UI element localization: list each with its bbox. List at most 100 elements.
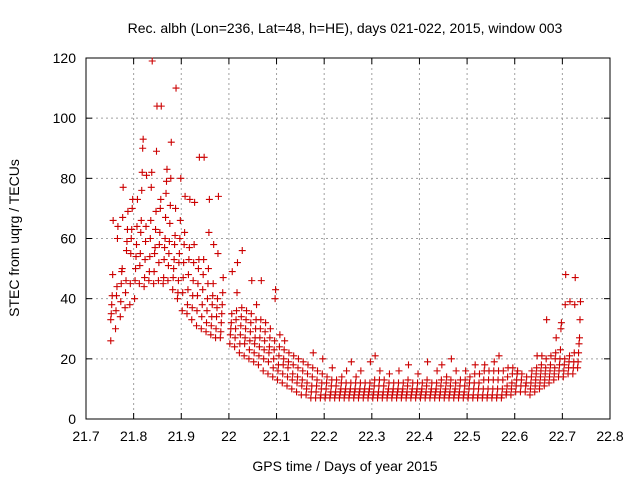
data-point [452, 367, 460, 375]
data-point [128, 204, 136, 212]
data-point [135, 280, 143, 288]
data-point [171, 231, 179, 239]
data-point [280, 355, 288, 363]
data-point [318, 370, 326, 378]
data-point [414, 370, 422, 378]
data-point [132, 265, 140, 273]
data-point [322, 385, 330, 393]
data-point [241, 340, 249, 348]
data-point [338, 373, 346, 381]
data-point [399, 385, 407, 393]
data-point [343, 367, 351, 375]
data-point [213, 295, 221, 303]
data-point [228, 268, 236, 276]
data-point [150, 280, 158, 288]
data-point [174, 277, 182, 285]
data-point [566, 352, 574, 360]
data-point [475, 370, 483, 378]
data-point [169, 274, 177, 282]
data-point [552, 334, 560, 342]
data-point [219, 289, 227, 297]
data-point [243, 307, 251, 315]
data-point [261, 328, 269, 336]
data-point [294, 373, 302, 381]
data-point [122, 277, 130, 285]
data-point [537, 367, 545, 375]
data-point [284, 358, 292, 366]
data-point [132, 253, 140, 261]
data-point [270, 355, 278, 363]
data-point [514, 367, 522, 375]
data-point [112, 307, 120, 315]
data-point [231, 343, 239, 351]
y-tick-label: 60 [60, 231, 76, 247]
data-point [547, 352, 555, 360]
data-point [299, 367, 307, 375]
data-point [552, 349, 560, 357]
data-point [163, 177, 171, 185]
data-point [347, 358, 355, 366]
data-point [183, 301, 191, 309]
data-point [284, 373, 292, 381]
data-point [113, 235, 121, 242]
data-point [155, 259, 163, 267]
data-point [181, 192, 189, 200]
data-point [128, 225, 136, 233]
data-point [255, 343, 263, 351]
data-point [173, 295, 181, 303]
data-point [142, 222, 150, 230]
data-point [242, 325, 250, 333]
data-point [199, 286, 207, 294]
data-point [302, 391, 310, 399]
data-point [147, 216, 155, 224]
data-point [366, 379, 374, 387]
data-point [556, 346, 564, 354]
data-point [175, 250, 183, 258]
data-point [167, 138, 175, 146]
data-point [508, 379, 516, 387]
data-point [197, 325, 205, 333]
data-point [503, 388, 511, 396]
data-point [141, 274, 149, 282]
data-point [446, 382, 454, 390]
data-point [153, 147, 161, 155]
data-point [256, 325, 264, 333]
data-point [203, 319, 211, 327]
data-point [395, 367, 403, 375]
x-tick-label: 22.2 [311, 428, 338, 444]
data-point [259, 367, 267, 375]
data-point [137, 216, 145, 224]
data-point [114, 222, 122, 230]
data-point [116, 313, 124, 321]
data-point [236, 331, 244, 339]
data-point [233, 307, 241, 315]
axes [85, 57, 611, 420]
data-point [198, 301, 206, 309]
data-point [546, 367, 554, 375]
data-point [203, 295, 211, 303]
data-point [499, 376, 507, 384]
data-point [132, 241, 140, 249]
data-point [122, 247, 130, 255]
y-axis-label: STEC from uqrg / TECUs [6, 159, 22, 317]
data-point [126, 280, 134, 288]
data-point [461, 382, 469, 390]
data-point [451, 385, 459, 393]
data-point [314, 367, 322, 375]
data-point [151, 244, 159, 252]
data-point [266, 325, 274, 333]
data-point [542, 364, 550, 372]
y-tick-label: 80 [60, 170, 76, 186]
data-point [171, 241, 179, 249]
data-point [273, 376, 281, 384]
data-point [418, 379, 426, 387]
data-point [240, 352, 248, 360]
data-point [228, 310, 236, 318]
data-point [371, 352, 379, 360]
data-point [200, 153, 208, 161]
data-point [274, 367, 282, 375]
data-point [466, 373, 474, 381]
data-point [235, 349, 243, 357]
data-point [280, 346, 288, 354]
data-point [442, 379, 450, 387]
